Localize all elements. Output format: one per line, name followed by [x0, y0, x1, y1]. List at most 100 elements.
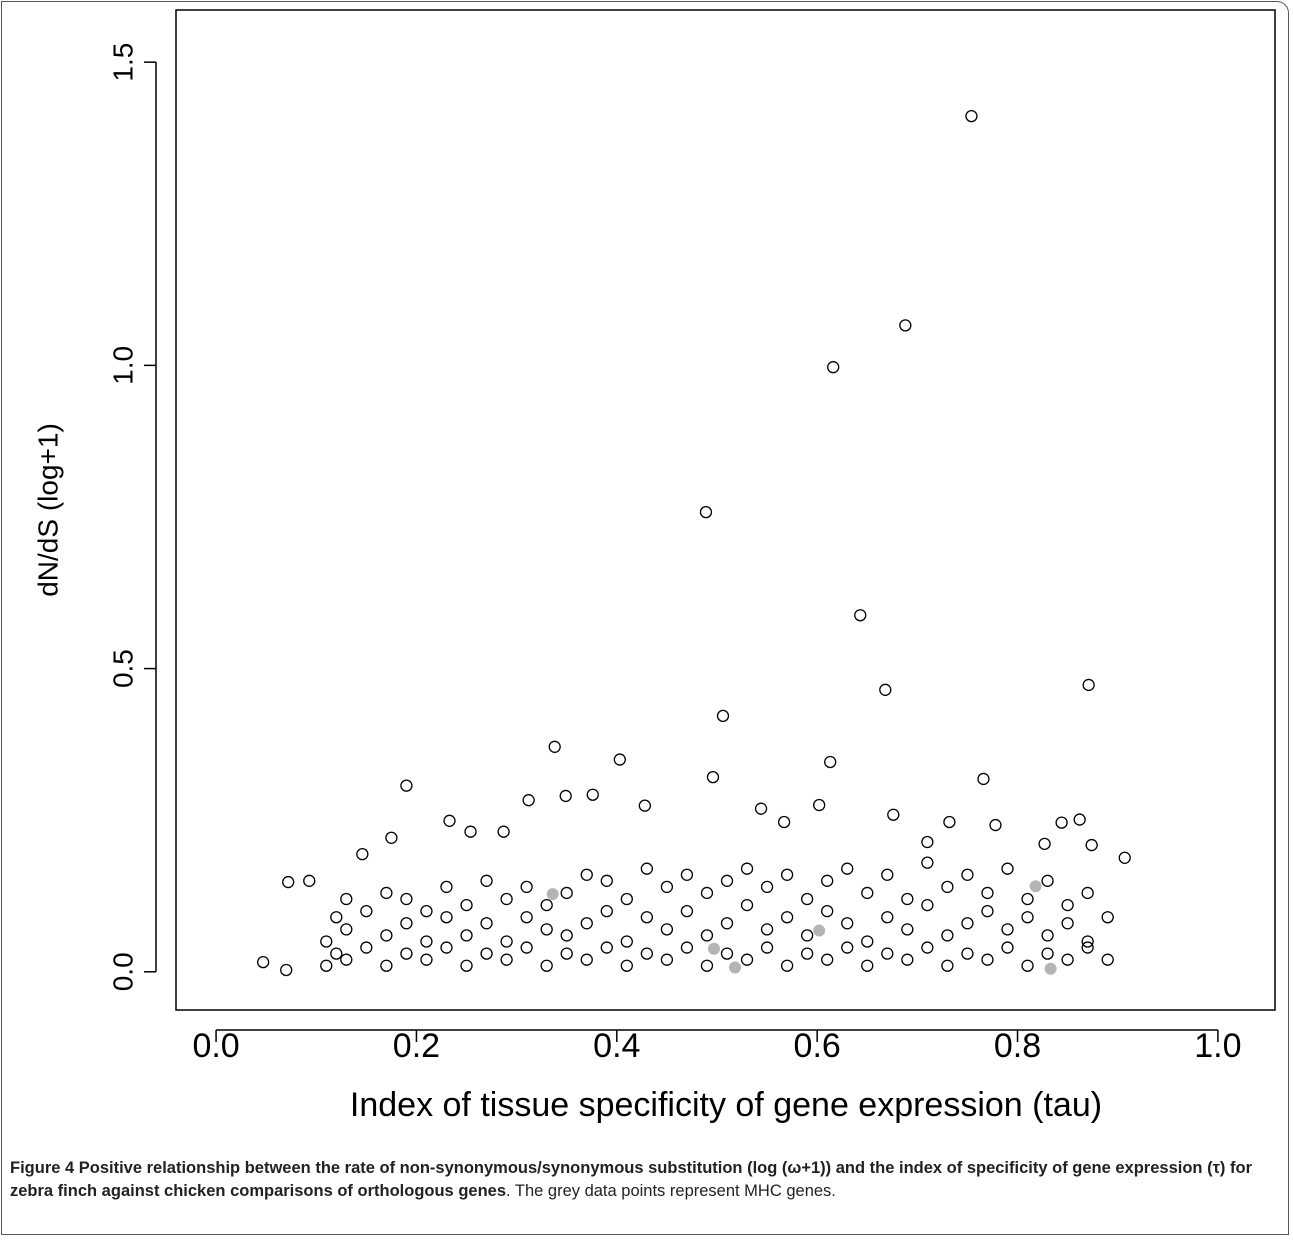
data-point [861, 886, 874, 900]
data-point [740, 898, 754, 912]
data-point [921, 856, 934, 869]
plot-box [175, 9, 1276, 1011]
data-point [400, 892, 413, 906]
data-point [385, 831, 398, 844]
data-point [977, 772, 990, 786]
data-point [257, 955, 270, 969]
data-point [282, 875, 295, 889]
data-point [1101, 911, 1114, 924]
data-point [961, 947, 974, 960]
data-point [580, 868, 593, 881]
mhc-point [813, 924, 826, 937]
data-point [760, 923, 774, 936]
data-point [720, 947, 734, 960]
data-point [706, 770, 720, 784]
data-point [380, 959, 393, 972]
data-point [961, 917, 974, 930]
data-point [841, 941, 854, 954]
data-point [460, 929, 473, 942]
data-point [440, 911, 453, 924]
data-point [638, 799, 652, 812]
data-point [941, 880, 954, 894]
data-point [899, 319, 912, 332]
data-point [1041, 929, 1054, 942]
data-point [620, 935, 633, 948]
data-point [1001, 941, 1014, 954]
data-point [303, 874, 316, 887]
mhc-point [707, 942, 720, 955]
data-point [400, 917, 413, 930]
y-tick-label: 1.5 [107, 43, 138, 82]
data-point [740, 862, 754, 875]
data-point [340, 892, 353, 906]
data-point [460, 959, 473, 972]
data-point [440, 941, 453, 954]
data-point [420, 953, 433, 966]
data-point [821, 953, 834, 966]
data-point [560, 886, 573, 900]
data-point [680, 868, 694, 881]
data-point [921, 898, 934, 912]
data-point [600, 905, 613, 918]
data-point [1055, 816, 1068, 829]
data-point [330, 911, 343, 924]
data-point [780, 911, 794, 924]
mhc-point [1029, 880, 1042, 893]
data-point [400, 779, 413, 792]
data-point [580, 953, 593, 966]
data-point [500, 953, 513, 966]
data-point [813, 798, 826, 812]
data-point [660, 923, 674, 936]
data-point [460, 898, 473, 912]
data-point [1082, 678, 1095, 692]
x-tick-label: 0.6 [794, 1027, 841, 1065]
data-point [780, 868, 794, 881]
data-point [1118, 851, 1131, 864]
data-point [613, 753, 626, 766]
mhc-point [1044, 962, 1057, 975]
data-point [841, 917, 854, 930]
data-point [700, 929, 714, 942]
data-point [1021, 892, 1034, 906]
data-point [699, 505, 713, 519]
data-point [821, 905, 834, 918]
data-point [640, 862, 654, 875]
data-point [540, 923, 553, 936]
data-point [780, 959, 794, 972]
data-point [861, 935, 874, 948]
data-point [480, 917, 493, 930]
data-point [824, 755, 837, 769]
data-point [520, 911, 533, 924]
data-point [660, 880, 674, 894]
x-tick-label: 1.0 [1194, 1027, 1241, 1065]
data-point [901, 892, 914, 906]
data-point [941, 959, 954, 972]
data-point [540, 898, 553, 912]
data-point [320, 935, 333, 948]
y-tick-label: 1.0 [107, 346, 138, 385]
chart: dN/dS (log+1) Index of tissue specificit… [32, 9, 1276, 1124]
data-point [497, 825, 510, 838]
data-point [1081, 886, 1094, 900]
data-point [961, 868, 974, 881]
data-point [881, 911, 894, 924]
data-point [1085, 838, 1098, 852]
data-point [1001, 923, 1014, 936]
data-point [520, 941, 533, 954]
x-tick-label: 0.4 [593, 1027, 640, 1065]
data-point [1081, 935, 1094, 948]
data-point [760, 880, 774, 894]
data-point [1021, 959, 1034, 972]
data-point [443, 814, 456, 827]
data-point [560, 929, 573, 942]
data-point [340, 923, 353, 936]
data-point [360, 905, 373, 918]
data-point [1061, 898, 1074, 912]
data-point [881, 868, 894, 881]
data-point [400, 947, 413, 960]
data-point [1041, 874, 1054, 887]
data-point [480, 947, 493, 960]
data-point [1081, 941, 1094, 954]
